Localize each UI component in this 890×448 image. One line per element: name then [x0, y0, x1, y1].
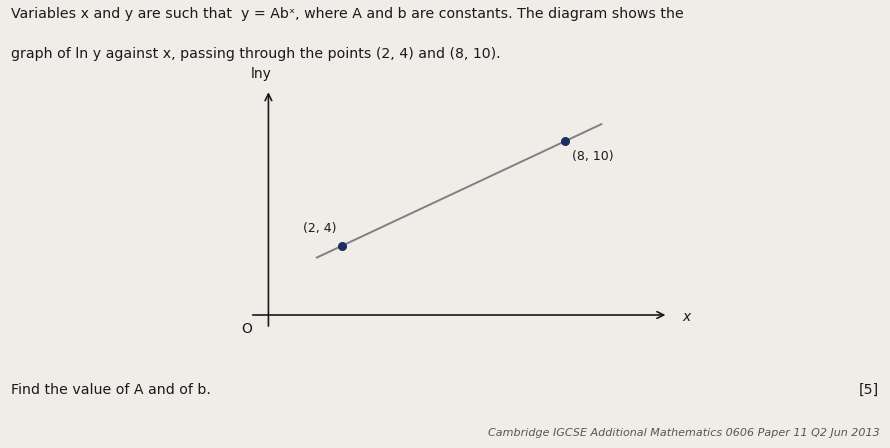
- Text: lny: lny: [251, 67, 271, 81]
- Text: O: O: [241, 322, 252, 336]
- Text: Cambridge IGCSE Additional Mathematics 0606 Paper 11 Q2 Jun 2013: Cambridge IGCSE Additional Mathematics 0…: [488, 428, 879, 438]
- Text: x: x: [683, 310, 691, 324]
- Text: [5]: [5]: [859, 383, 879, 397]
- Text: Find the value of A and of b.: Find the value of A and of b.: [11, 383, 211, 397]
- Text: graph of ln y against x, passing through the points (2, 4) and (8, 10).: graph of ln y against x, passing through…: [11, 47, 500, 61]
- Text: (2, 4): (2, 4): [303, 222, 337, 235]
- Text: Variables x and y are such that  y = Abˣ, where A and b are constants. The diagr: Variables x and y are such that y = Abˣ,…: [11, 7, 684, 21]
- Text: (8, 10): (8, 10): [572, 150, 613, 163]
